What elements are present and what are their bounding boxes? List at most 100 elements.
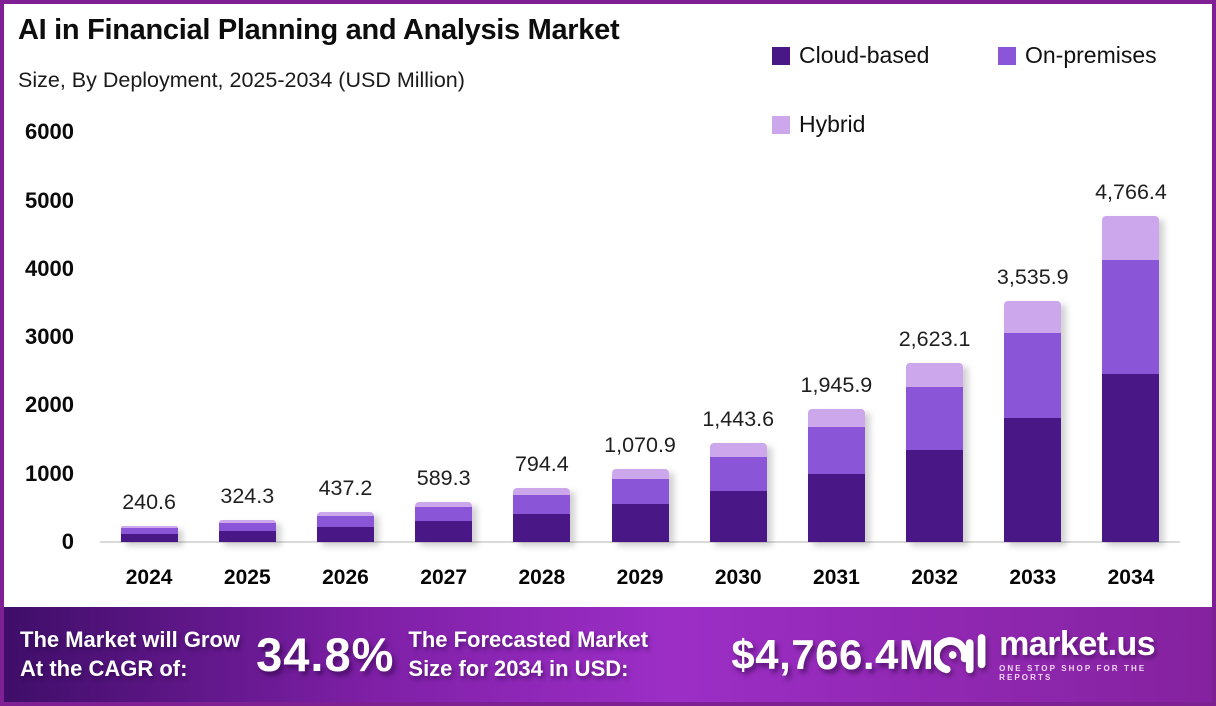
bar-column-2028: 794.4 [493,452,591,542]
bar-segment-on-premises [709,456,767,492]
x-axis-labels: 2024 2025 2026 2027 2028 2029 2030 2031 2032 2033… [100,566,1180,590]
logo-dot [949,650,957,659]
bar-segment-hybrid [316,512,374,517]
x-axis-label-2026: 2026 [322,566,369,589]
plot-area: 240.6 324.3 437.2 589.3 794.4 1,070.9 1,443.6 1… [100,4,1180,607]
bar-segment-cloud-based [218,530,276,542]
forecast-label: The Forecasted Market Size for 2034 in U… [408,626,695,682]
bar-segment-on-premises [218,522,276,531]
bar-segment-cloud-based [120,533,178,542]
bar-segment-cloud-based [709,491,767,542]
bar-column-2027: 589.3 [395,466,493,542]
market-us-logo-icon [934,633,986,673]
y-axis-tick-label: 3000 [25,324,74,350]
bar-segment-hybrid [218,519,276,523]
brand-text: market.us ONE STOP SHOP FOR THE REPORTS [999,627,1192,682]
bar-stack [611,468,669,542]
x-axis-label-2025: 2025 [223,566,271,589]
footer-banner: The Market will Grow At the CAGR of: 34.… [4,607,1212,702]
bar-segment-cloud-based [807,473,865,542]
bar-total-label: 3,535.9 [996,264,1069,289]
brand-lockup: market.us ONE STOP SHOP FOR THE REPORTS [934,627,1196,682]
x-axis-label-2027: 2027 [420,566,468,589]
bar-segment-cloud-based [316,526,374,542]
bar-segment-on-premises [513,495,571,515]
bar-segment-on-premises [807,426,865,474]
bar-column-2033: 3,535.9 [984,265,1082,542]
bar-segment-hybrid [611,468,669,479]
x-axis-label-2028: 2028 [518,566,566,589]
x-axis-label-2024: 2024 [125,566,173,589]
bar-segment-hybrid [709,443,767,457]
chart-area: AI in Financial Planning and Analysis Ma… [4,4,1212,607]
bar-stack [1102,216,1160,542]
forecast-label-line1: The Forecasted Market [408,627,649,653]
forecast-label-line2: Size for 2034 in USD: [408,655,629,681]
cagr-value: 34.8% [256,628,395,681]
bar-segment-hybrid [415,501,473,508]
bar-stack [316,512,374,542]
x-axis-label-2032: 2032 [911,566,958,589]
bar-segment-cloud-based [906,449,964,542]
brand-tagline: ONE STOP SHOP FOR THE REPORTS [999,664,1147,682]
bar-segment-hybrid [906,362,964,387]
bar-column-2032: 2,623.1 [886,327,984,542]
y-axis-tick-label: 1000 [25,460,74,486]
bar-segment-on-premises [415,507,473,522]
bar-total-label: 240.6 [122,489,176,514]
bar-segment-hybrid [1004,300,1062,333]
bar-total-label: 4,766.4 [1095,180,1167,205]
brand-name: market.us [999,625,1156,663]
bar-segment-hybrid [1102,216,1160,260]
y-axis-tick-label: 2000 [25,392,74,418]
bar-segment-hybrid [513,487,571,496]
forecast-value: $4,766.4M [731,630,935,678]
bar-column-2024: 240.6 [100,490,198,542]
bar-total-label: 2,623.1 [898,326,971,351]
bar-segment-on-premises [316,516,374,527]
bar-segment-cloud-based [1004,417,1062,542]
bar-column-2030: 1,443.6 [689,407,787,542]
cagr-label: The Market will Grow At the CAGR of: [20,626,254,682]
bar-column-2034: 4,766.4 [1082,180,1180,542]
x-axis-label-2033: 2033 [1009,566,1057,589]
bar-segment-on-premises [1102,259,1160,375]
bar-stack [709,443,767,542]
bar-segment-hybrid [807,409,865,427]
x-axis-label-2031: 2031 [813,566,860,589]
bar-segment-on-premises [906,386,964,450]
bar-total-label: 1,945.9 [800,373,873,398]
y-axis-tick-label: 0 [61,529,74,554]
bar-segment-cloud-based [415,521,473,542]
cagr-label-line2: At the CAGR of: [20,655,188,681]
bar-column-2029: 1,070.9 [591,433,689,542]
x-axis-label-2030: 2030 [714,566,762,589]
y-axis: 6000 5000 4000 3000 2000 1000 0 [4,4,76,607]
bar-column-2026: 437.2 [296,476,394,542]
bar-stack [415,501,473,542]
bar-segment-cloud-based [1102,374,1160,542]
bar-segment-hybrid [120,525,178,528]
bar-column-2025: 324.3 [198,484,296,542]
bar-segment-on-premises [1004,332,1062,418]
x-axis-label-2029: 2029 [616,566,664,589]
bar-total-label: 794.4 [514,451,569,476]
bar-total-label: 589.3 [416,465,471,490]
bar-segment-cloud-based [513,514,571,542]
bar-total-label: 324.3 [220,483,275,508]
bar-stack [120,525,178,542]
y-axis-tick-label: 4000 [25,255,74,281]
bar-column-2031: 1,945.9 [787,373,885,542]
x-axis-line [100,541,1180,543]
bar-stack [218,519,276,542]
bar-stack [906,362,964,542]
bar-total-label: 1,070.9 [604,432,676,457]
x-axis-label-2034: 2034 [1107,566,1155,589]
y-axis-tick-label: 6000 [25,119,74,145]
chart-title: AI in Financial Planning and Analysis Ma… [18,14,620,46]
bar-segment-on-premises [611,478,669,505]
bar-series: 240.6 324.3 437.2 589.3 794.4 1,070.9 1,443.6 1… [100,180,1180,542]
bar-total-label: 1,443.6 [702,407,775,432]
bar-segment-on-premises [120,527,178,534]
bar-stack [1004,300,1062,542]
